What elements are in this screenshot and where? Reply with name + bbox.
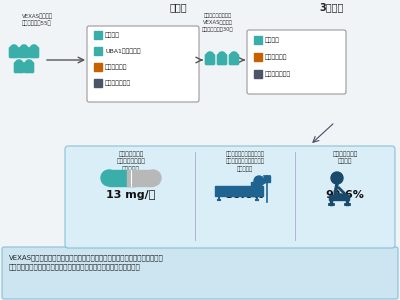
Text: 13 mg/日: 13 mg/日 xyxy=(106,190,156,200)
Circle shape xyxy=(26,60,33,67)
FancyBboxPatch shape xyxy=(87,26,199,102)
Text: グレード２以上（何らかの
追加治療を必要とする）合
併症の割合: グレード２以上（何らかの 追加治療を必要とする）合 併症の割合 xyxy=(226,151,264,172)
Circle shape xyxy=(331,172,343,184)
Ellipse shape xyxy=(145,170,161,186)
Text: 詳細な臨床情報: 詳細な臨床情報 xyxy=(105,80,131,86)
FancyBboxPatch shape xyxy=(10,47,19,58)
Bar xyxy=(94,47,102,55)
Circle shape xyxy=(230,52,238,59)
Bar xyxy=(94,79,102,87)
FancyBboxPatch shape xyxy=(24,62,34,73)
Text: 寛解に至らない
患者割合: 寛解に至らない 患者割合 xyxy=(332,151,358,164)
Bar xyxy=(251,182,261,196)
Text: 92.6%: 92.6% xyxy=(326,190,364,200)
Bar xyxy=(254,70,262,78)
Circle shape xyxy=(206,52,214,59)
Text: プレドニゾロン
（ステロイド）の
平均投与量: プレドニゾロン （ステロイド）の 平均投与量 xyxy=(116,151,146,172)
Text: 血液検査所見: 血液検査所見 xyxy=(265,54,288,60)
Text: 36.6%: 36.6% xyxy=(226,190,264,200)
Circle shape xyxy=(15,60,22,67)
FancyBboxPatch shape xyxy=(65,146,395,248)
FancyBboxPatch shape xyxy=(19,47,29,58)
Text: 遺伝子検査によって
VEXAS症候群と
確認された患者30例: 遺伝子検査によって VEXAS症候群と 確認された患者30例 xyxy=(202,13,234,32)
Text: 血液検査所見: 血液検査所見 xyxy=(105,64,128,70)
Text: 投薬内容: 投薬内容 xyxy=(265,37,280,43)
Bar xyxy=(94,31,102,39)
Bar xyxy=(127,170,153,186)
FancyBboxPatch shape xyxy=(230,55,238,64)
FancyBboxPatch shape xyxy=(206,55,214,64)
FancyBboxPatch shape xyxy=(2,247,398,299)
Bar xyxy=(215,186,263,196)
Circle shape xyxy=(30,45,38,52)
Text: 詳細な臨床情報: 詳細な臨床情報 xyxy=(265,71,291,77)
FancyBboxPatch shape xyxy=(247,30,346,94)
FancyBboxPatch shape xyxy=(218,55,226,64)
Text: UBA1遺伝子検査: UBA1遺伝子検査 xyxy=(105,48,141,54)
Text: VEXAS症候群が
疑われた患者55例: VEXAS症候群が 疑われた患者55例 xyxy=(22,13,53,26)
Circle shape xyxy=(218,52,226,59)
FancyBboxPatch shape xyxy=(30,47,38,58)
Bar xyxy=(109,170,135,186)
Bar xyxy=(264,176,270,182)
Bar xyxy=(329,195,349,200)
Bar xyxy=(94,63,102,71)
Circle shape xyxy=(20,45,28,52)
Bar xyxy=(254,36,262,44)
Text: 3ヶ月後: 3ヶ月後 xyxy=(320,2,344,12)
Text: 登録時: 登録時 xyxy=(169,2,187,12)
FancyBboxPatch shape xyxy=(14,62,24,73)
Text: 投薬内容: 投薬内容 xyxy=(105,32,120,38)
Bar xyxy=(254,53,262,61)
Ellipse shape xyxy=(101,170,117,186)
Text: VEXAS症候群の患者には高用量のプレドニゾロン（ステロイド）が投与され
ているが、完全寛解に至る患者はごくわずか。合併症の発生も多い！: VEXAS症候群の患者には高用量のプレドニゾロン（ステロイド）が投与され ている… xyxy=(9,254,164,271)
Circle shape xyxy=(254,176,264,186)
Circle shape xyxy=(10,45,18,52)
